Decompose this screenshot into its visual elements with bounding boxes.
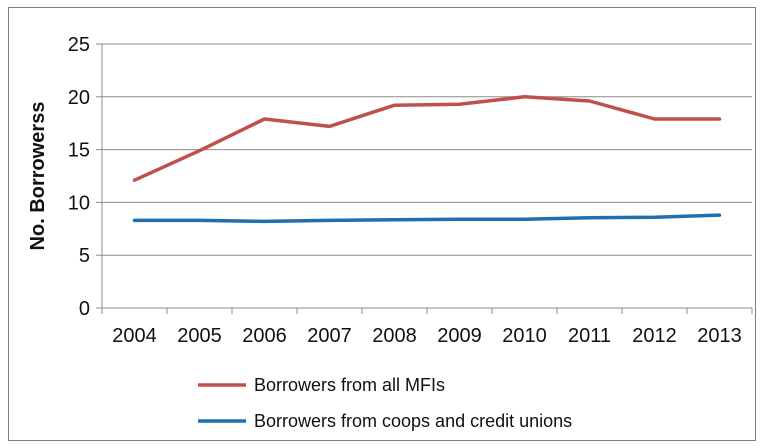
y-axis-title: No. Borrowerss (27, 102, 49, 251)
x-tick-label: 2007 (307, 325, 352, 347)
x-tick-label: 2013 (697, 325, 742, 347)
y-tick-label: 20 (68, 87, 90, 109)
x-tick-label: 2004 (112, 325, 157, 347)
legend-label: Borrowers from coops and credit unions (254, 411, 572, 431)
x-tick-label: 2012 (632, 325, 677, 347)
series-lines (132, 95, 722, 224)
series-line-2 (132, 213, 722, 224)
x-tick-label: 2010 (502, 325, 547, 347)
y-axis-ticks: 0 5 10 15 20 25 (68, 34, 102, 320)
series-line-1 (132, 95, 722, 182)
x-tick-label: 2005 (177, 325, 222, 347)
x-tick-label: 2011 (568, 325, 611, 347)
chart-frame (8, 7, 756, 441)
x-axis: 2004 2005 2006 2007 2008 2009 2010 2011 2012 2013 (101, 44, 753, 347)
y-tick-label: 15 (68, 140, 90, 162)
y-tick-label: 5 (79, 245, 90, 267)
y-tick-label: 10 (68, 192, 90, 214)
y-tick-label: 25 (68, 34, 90, 56)
x-tick-label: 2009 (437, 325, 482, 347)
legend: Borrowers from all MFIs Borrowers from co… (198, 375, 572, 431)
x-tick-label: 2006 (242, 325, 287, 347)
legend-label: Borrowers from all MFIs (254, 375, 445, 395)
gridlines (102, 43, 752, 256)
x-tick-label: 2008 (372, 325, 417, 347)
y-tick-label: 0 (79, 298, 90, 320)
